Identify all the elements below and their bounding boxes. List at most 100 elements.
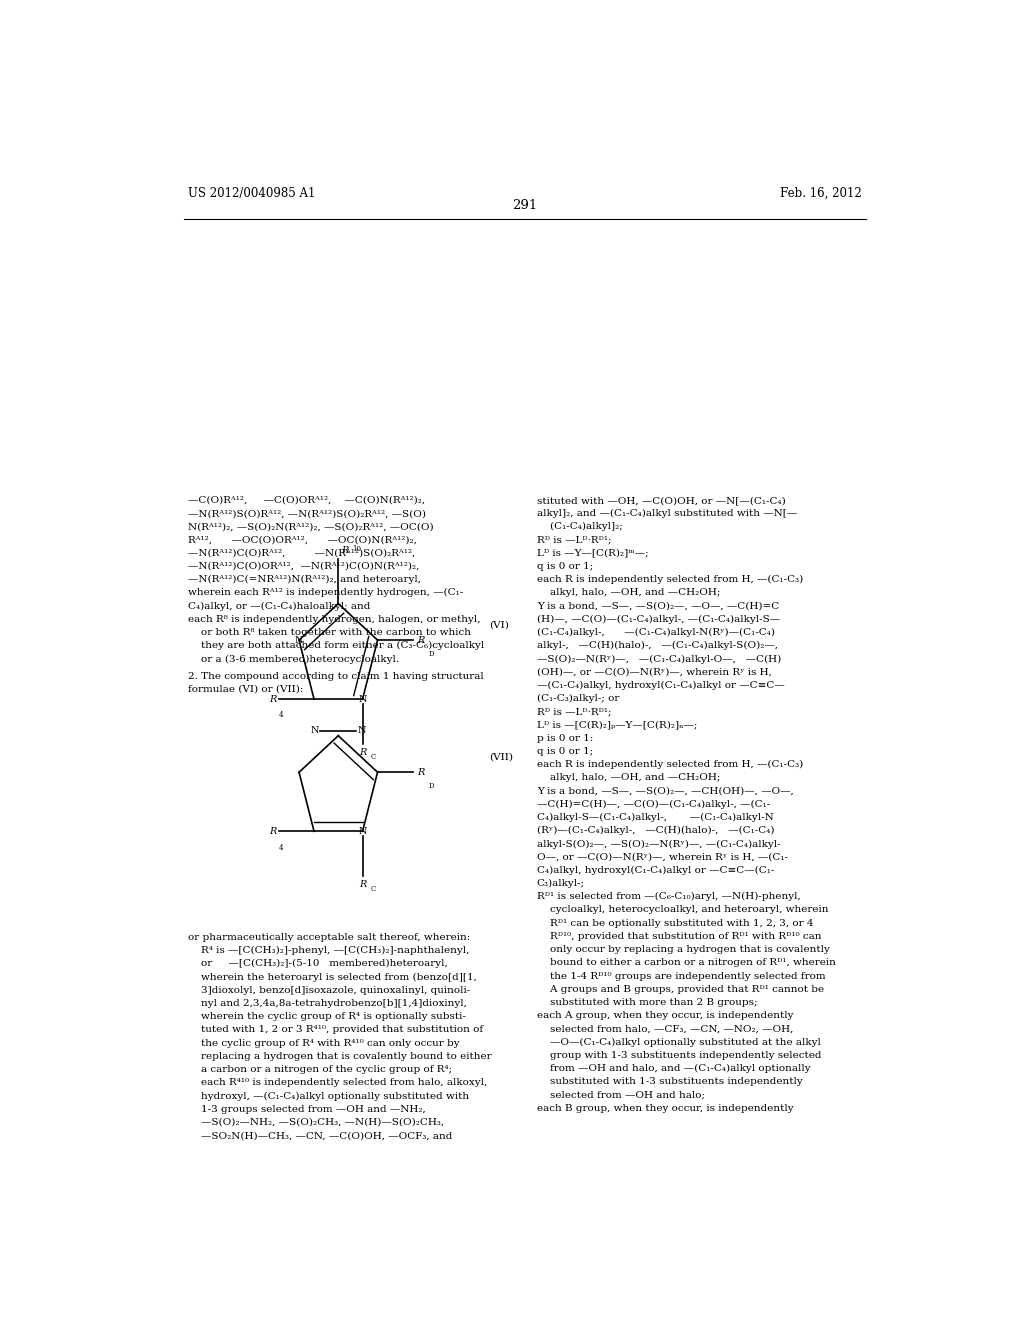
Text: stituted with —OH, —C(O)OH, or —N[—(C₁-C₄): stituted with —OH, —C(O)OH, or —N[—(C₁-C…	[537, 496, 785, 504]
Text: —N(Rᴬ¹²)C(=NRᴬ¹²)N(Rᴬ¹²)₂, and heteroaryl,: —N(Rᴬ¹²)C(=NRᴬ¹²)N(Rᴬ¹²)₂, and heteroary…	[187, 576, 421, 585]
Text: —N(Rᴬ¹²)S(O)Rᴬ¹², —N(Rᴬ¹²)S(O)₂Rᴬ¹², —S(O): —N(Rᴬ¹²)S(O)Rᴬ¹², —N(Rᴬ¹²)S(O)₂Rᴬ¹², —S(…	[187, 510, 426, 517]
Text: N: N	[295, 636, 303, 644]
Text: selected from halo, —CF₃, —CN, —NO₂, —OH,: selected from halo, —CF₃, —CN, —NO₂, —OH…	[537, 1024, 793, 1034]
Text: N: N	[310, 726, 318, 735]
Text: from —OH and halo, and —(C₁-C₄)alkyl optionally: from —OH and halo, and —(C₁-C₄)alkyl opt…	[537, 1064, 810, 1073]
Text: alkyl-S(O)₂—, —S(O)₂—N(Rʸ)—, —(C₁-C₄)alkyl-: alkyl-S(O)₂—, —S(O)₂—N(Rʸ)—, —(C₁-C₄)alk…	[537, 840, 780, 849]
Text: US 2012/0040985 A1: US 2012/0040985 A1	[187, 187, 315, 201]
Text: Y is a bond, —S—, —S(O)₂—, —O—, —C(H)=C: Y is a bond, —S—, —S(O)₂—, —O—, —C(H)=C	[537, 602, 779, 611]
Text: (VII): (VII)	[489, 752, 513, 762]
Text: each R⁸ is independently hydrogen, halogen, or methyl,: each R⁸ is independently hydrogen, halog…	[187, 615, 480, 624]
Text: Y is a bond, —S—, —S(O)₂—, —CH(OH)—, —O—,: Y is a bond, —S—, —S(O)₂—, —CH(OH)—, —O—…	[537, 787, 794, 796]
Text: R: R	[268, 826, 276, 836]
Text: 1-3 groups selected from —OH and —NH₂,: 1-3 groups selected from —OH and —NH₂,	[187, 1105, 425, 1114]
Text: cycloalkyl, heterocycloalkyl, and heteroaryl, wherein: cycloalkyl, heterocycloalkyl, and hetero…	[537, 906, 828, 915]
Text: 2. The compound according to claim 1 having structural: 2. The compound according to claim 1 hav…	[187, 672, 483, 681]
Text: Rᴰ is —Lᴰ·Rᴰ¹;: Rᴰ is —Lᴰ·Rᴰ¹;	[537, 708, 611, 717]
Text: Lᴰ is —[C(R)₂]ₚ—Y—[C(R)₂]ₙ—;: Lᴰ is —[C(R)₂]ₚ—Y—[C(R)₂]ₙ—;	[537, 721, 697, 730]
Text: Rᴰ is —Lᴰ·Rᴰ¹;: Rᴰ is —Lᴰ·Rᴰ¹;	[537, 536, 611, 544]
Text: D: D	[429, 783, 434, 791]
Text: group with 1-3 substituents independently selected: group with 1-3 substituents independentl…	[537, 1051, 821, 1060]
Text: C: C	[371, 752, 376, 760]
Text: (C₁-C₄)alkyl-,      —(C₁-C₄)alkyl-N(Rʸ)—(C₁-C₄): (C₁-C₄)alkyl-, —(C₁-C₄)alkyl-N(Rʸ)—(C₁-C…	[537, 628, 775, 638]
Text: nyl and 2,3,4a,8a-tetrahydrobenzo[b][1,4]dioxinyl,: nyl and 2,3,4a,8a-tetrahydrobenzo[b][1,4…	[187, 999, 466, 1008]
Text: C₄)alkyl, hydroxyl(C₁-C₄)alkyl or —C≡C—(C₁-: C₄)alkyl, hydroxyl(C₁-C₄)alkyl or —C≡C—(…	[537, 866, 774, 875]
Text: 10: 10	[352, 545, 361, 553]
Text: —C(O)Rᴬ¹²,     —C(O)ORᴬ¹²,    —C(O)N(Rᴬ¹²)₂,: —C(O)Rᴬ¹², —C(O)ORᴬ¹², —C(O)N(Rᴬ¹²)₂,	[187, 496, 425, 504]
Text: (VI): (VI)	[489, 620, 509, 630]
Text: a carbon or a nitrogen of the cyclic group of R⁴;: a carbon or a nitrogen of the cyclic gro…	[187, 1065, 452, 1074]
Text: (OH)—, or —C(O)—N(Rʸ)—, wherein Rʸ is H,: (OH)—, or —C(O)—N(Rʸ)—, wherein Rʸ is H,	[537, 668, 771, 677]
Text: (H)—, —C(O)—(C₁-C₄)alkyl-, —(C₁-C₄)alkyl-S—: (H)—, —C(O)—(C₁-C₄)alkyl-, —(C₁-C₄)alkyl…	[537, 615, 780, 624]
Text: substituted with 1-3 substituents independently: substituted with 1-3 substituents indepe…	[537, 1077, 803, 1086]
Text: or     —[C(CH₃)₂]-(5-10   membered)heteroaryl,: or —[C(CH₃)₂]-(5-10 membered)heteroaryl,	[187, 960, 447, 969]
Text: Rᴰ¹ can be optionally substituted with 1, 2, 3, or 4: Rᴰ¹ can be optionally substituted with 1…	[537, 919, 813, 928]
Text: —(C₁-C₄)alkyl, hydroxyl(C₁-C₄)alkyl or —C≡C—: —(C₁-C₄)alkyl, hydroxyl(C₁-C₄)alkyl or —…	[537, 681, 784, 690]
Text: R: R	[417, 768, 424, 776]
Text: alkyl, halo, —OH, and —CH₂OH;: alkyl, halo, —OH, and —CH₂OH;	[537, 589, 720, 598]
Text: q is 0 or 1;: q is 0 or 1;	[537, 562, 593, 572]
Text: —S(O)₂—N(Rʸ)—,   —(C₁-C₄)alkyl-O—,   —C(H): —S(O)₂—N(Rʸ)—, —(C₁-C₄)alkyl-O—, —C(H)	[537, 655, 781, 664]
Text: C₄)alkyl, or —(C₁-C₄)haloalkyl; and: C₄)alkyl, or —(C₁-C₄)haloalkyl; and	[187, 602, 370, 611]
Text: Lᴰ is —Y—[C(R)₂]ⁱⁿ—;: Lᴰ is —Y—[C(R)₂]ⁱⁿ—;	[537, 549, 648, 557]
Text: 291: 291	[512, 199, 538, 213]
Text: Rᴰ¹⁰, provided that substitution of Rᴰ¹ with Rᴰ¹⁰ can: Rᴰ¹⁰, provided that substitution of Rᴰ¹ …	[537, 932, 821, 941]
Text: —C(H)=C(H)—, —C(O)—(C₁-C₄)alkyl-, —(C₁-: —C(H)=C(H)—, —C(O)—(C₁-C₄)alkyl-, —(C₁-	[537, 800, 770, 809]
Text: —O—(C₁-C₄)alkyl optionally substituted at the alkyl: —O—(C₁-C₄)alkyl optionally substituted a…	[537, 1038, 820, 1047]
Text: Rᴬ¹²,      —OC(O)ORᴬ¹²,      —OC(O)N(Rᴬ¹²)₂,: Rᴬ¹², —OC(O)ORᴬ¹², —OC(O)N(Rᴬ¹²)₂,	[187, 536, 417, 544]
Text: tuted with 1, 2 or 3 R⁴¹⁰, provided that substitution of: tuted with 1, 2 or 3 R⁴¹⁰, provided that…	[187, 1026, 482, 1035]
Text: N(Rᴬ¹²)₂, —S(O)₂N(Rᴬ¹²)₂, —S(O)₂Rᴬ¹², —OC(O): N(Rᴬ¹²)₂, —S(O)₂N(Rᴬ¹²)₂, —S(O)₂Rᴬ¹², —O…	[187, 523, 433, 531]
Text: 4: 4	[279, 711, 284, 719]
Text: formulae (VI) or (VII):: formulae (VI) or (VII):	[187, 685, 303, 694]
Text: selected from —OH and halo;: selected from —OH and halo;	[537, 1090, 705, 1100]
Text: each R⁴¹⁰ is independently selected from halo, alkoxyl,: each R⁴¹⁰ is independently selected from…	[187, 1078, 486, 1088]
Text: (C₁-C₃)alkyl-; or: (C₁-C₃)alkyl-; or	[537, 694, 620, 704]
Text: R: R	[268, 694, 276, 704]
Text: each R is independently selected from H, —(C₁-C₃): each R is independently selected from H,…	[537, 576, 803, 585]
Text: C: C	[371, 884, 376, 894]
Text: wherein the cyclic group of R⁴ is optionally substi-: wherein the cyclic group of R⁴ is option…	[187, 1012, 465, 1022]
Text: each B group, when they occur, is independently: each B group, when they occur, is indepe…	[537, 1104, 794, 1113]
Text: p is 0 or 1:: p is 0 or 1:	[537, 734, 593, 743]
Text: R: R	[341, 546, 348, 554]
Text: R⁴ is —[C(CH₃)₂]-phenyl, —[C(CH₃)₂]-naphthalenyl,: R⁴ is —[C(CH₃)₂]-phenyl, —[C(CH₃)₂]-naph…	[187, 946, 469, 956]
Text: —SO₂N(H)—CH₃, —CN, —C(O)OH, —OCF₃, and: —SO₂N(H)—CH₃, —CN, —C(O)OH, —OCF₃, and	[187, 1131, 452, 1140]
Text: the 1-4 Rᴰ¹⁰ groups are independently selected from: the 1-4 Rᴰ¹⁰ groups are independently se…	[537, 972, 825, 981]
Text: q is 0 or 1;: q is 0 or 1;	[537, 747, 593, 756]
Text: alkyl-,   —C(H)(halo)-,   —(C₁-C₄)alkyl-S(O)₂—,: alkyl-, —C(H)(halo)-, —(C₁-C₄)alkyl-S(O)…	[537, 642, 777, 651]
Text: only occur by replacing a hydrogen that is covalently: only occur by replacing a hydrogen that …	[537, 945, 829, 954]
Text: 3]dioxolyl, benzo[d]isoxazole, quinoxalinyl, quinoli-: 3]dioxolyl, benzo[d]isoxazole, quinoxali…	[187, 986, 470, 995]
Text: C₄)alkyl-S—(C₁-C₄)alkyl-,       —(C₁-C₄)alkyl-N: C₄)alkyl-S—(C₁-C₄)alkyl-, —(C₁-C₄)alkyl-…	[537, 813, 773, 822]
Text: A groups and B groups, provided that Rᴰ¹ cannot be: A groups and B groups, provided that Rᴰ¹…	[537, 985, 824, 994]
Text: —N(Rᴬ¹²)C(O)Rᴬ¹²,         —N(Rᴬ¹²)S(O)₂Rᴬ¹²,: —N(Rᴬ¹²)C(O)Rᴬ¹², —N(Rᴬ¹²)S(O)₂Rᴬ¹²,	[187, 549, 415, 557]
Text: alkyl]₂, and —(C₁-C₄)alkyl substituted with —N[—: alkyl]₂, and —(C₁-C₄)alkyl substituted w…	[537, 510, 797, 519]
Text: (C₁-C₄)alkyl]₂;: (C₁-C₄)alkyl]₂;	[537, 523, 623, 532]
Text: —S(O)₂—NH₂, —S(O)₂CH₃, —N(H)—S(O)₂CH₃,: —S(O)₂—NH₂, —S(O)₂CH₃, —N(H)—S(O)₂CH₃,	[187, 1118, 443, 1127]
Text: each R is independently selected from H, —(C₁-C₃): each R is independently selected from H,…	[537, 760, 803, 770]
Text: Rᴰ¹ is selected from —(C₆-C₁₀)aryl, —N(H)-phenyl,: Rᴰ¹ is selected from —(C₆-C₁₀)aryl, —N(H…	[537, 892, 801, 902]
Text: N: N	[358, 694, 367, 704]
Text: D: D	[429, 651, 434, 659]
Text: R: R	[358, 880, 367, 888]
Text: N: N	[358, 826, 367, 836]
Text: each A group, when they occur, is independently: each A group, when they occur, is indepe…	[537, 1011, 794, 1020]
Text: O—, or —C(O)—N(Rʸ)—, wherein Rʸ is H, —(C₁-: O—, or —C(O)—N(Rʸ)—, wherein Rʸ is H, —(…	[537, 853, 787, 862]
Text: —N(Rᴬ¹²)C(O)ORᴬ¹²,  —N(Rᴬ¹²)C(O)N(Rᴬ¹²)₂,: —N(Rᴬ¹²)C(O)ORᴬ¹², —N(Rᴬ¹²)C(O)N(Rᴬ¹²)₂,	[187, 562, 419, 572]
Text: the cyclic group of R⁴ with R⁴¹⁰ can only occur by: the cyclic group of R⁴ with R⁴¹⁰ can onl…	[187, 1039, 459, 1048]
Text: alkyl, halo, —OH, and —CH₂OH;: alkyl, halo, —OH, and —CH₂OH;	[537, 774, 720, 783]
Text: or both R⁸ taken together with the carbon to which: or both R⁸ taken together with the carbo…	[187, 628, 470, 638]
Text: bound to either a carbon or a nitrogen of Rᴰ¹, wherein: bound to either a carbon or a nitrogen o…	[537, 958, 836, 968]
Text: or pharmaceutically acceptable salt thereof, wherein:: or pharmaceutically acceptable salt ther…	[187, 933, 470, 942]
Text: Feb. 16, 2012: Feb. 16, 2012	[780, 187, 862, 201]
Text: R: R	[417, 636, 424, 644]
Text: (Rʸ)—(C₁-C₄)alkyl-,   —C(H)(halo)-,   —(C₁-C₄): (Rʸ)—(C₁-C₄)alkyl-, —C(H)(halo)-, —(C₁-C…	[537, 826, 774, 836]
Text: or a (3-6 membered)heterocycloalkyl.: or a (3-6 membered)heterocycloalkyl.	[187, 655, 398, 664]
Text: replacing a hydrogen that is covalently bound to either: replacing a hydrogen that is covalently …	[187, 1052, 492, 1061]
Text: wherein each Rᴬ¹² is independently hydrogen, —(C₁-: wherein each Rᴬ¹² is independently hydro…	[187, 589, 463, 598]
Text: hydroxyl, —(C₁-C₄)alkyl optionally substituted with: hydroxyl, —(C₁-C₄)alkyl optionally subst…	[187, 1092, 469, 1101]
Text: they are both attached form either a (C₃-C₆)cycloalkyl: they are both attached form either a (C₃…	[187, 642, 483, 651]
Text: wherein the heteroaryl is selected from (benzo[d][1,: wherein the heteroaryl is selected from …	[187, 973, 476, 982]
Text: C₃)alkyl-;: C₃)alkyl-;	[537, 879, 585, 888]
Text: 4: 4	[279, 843, 284, 851]
Text: R: R	[358, 748, 367, 756]
